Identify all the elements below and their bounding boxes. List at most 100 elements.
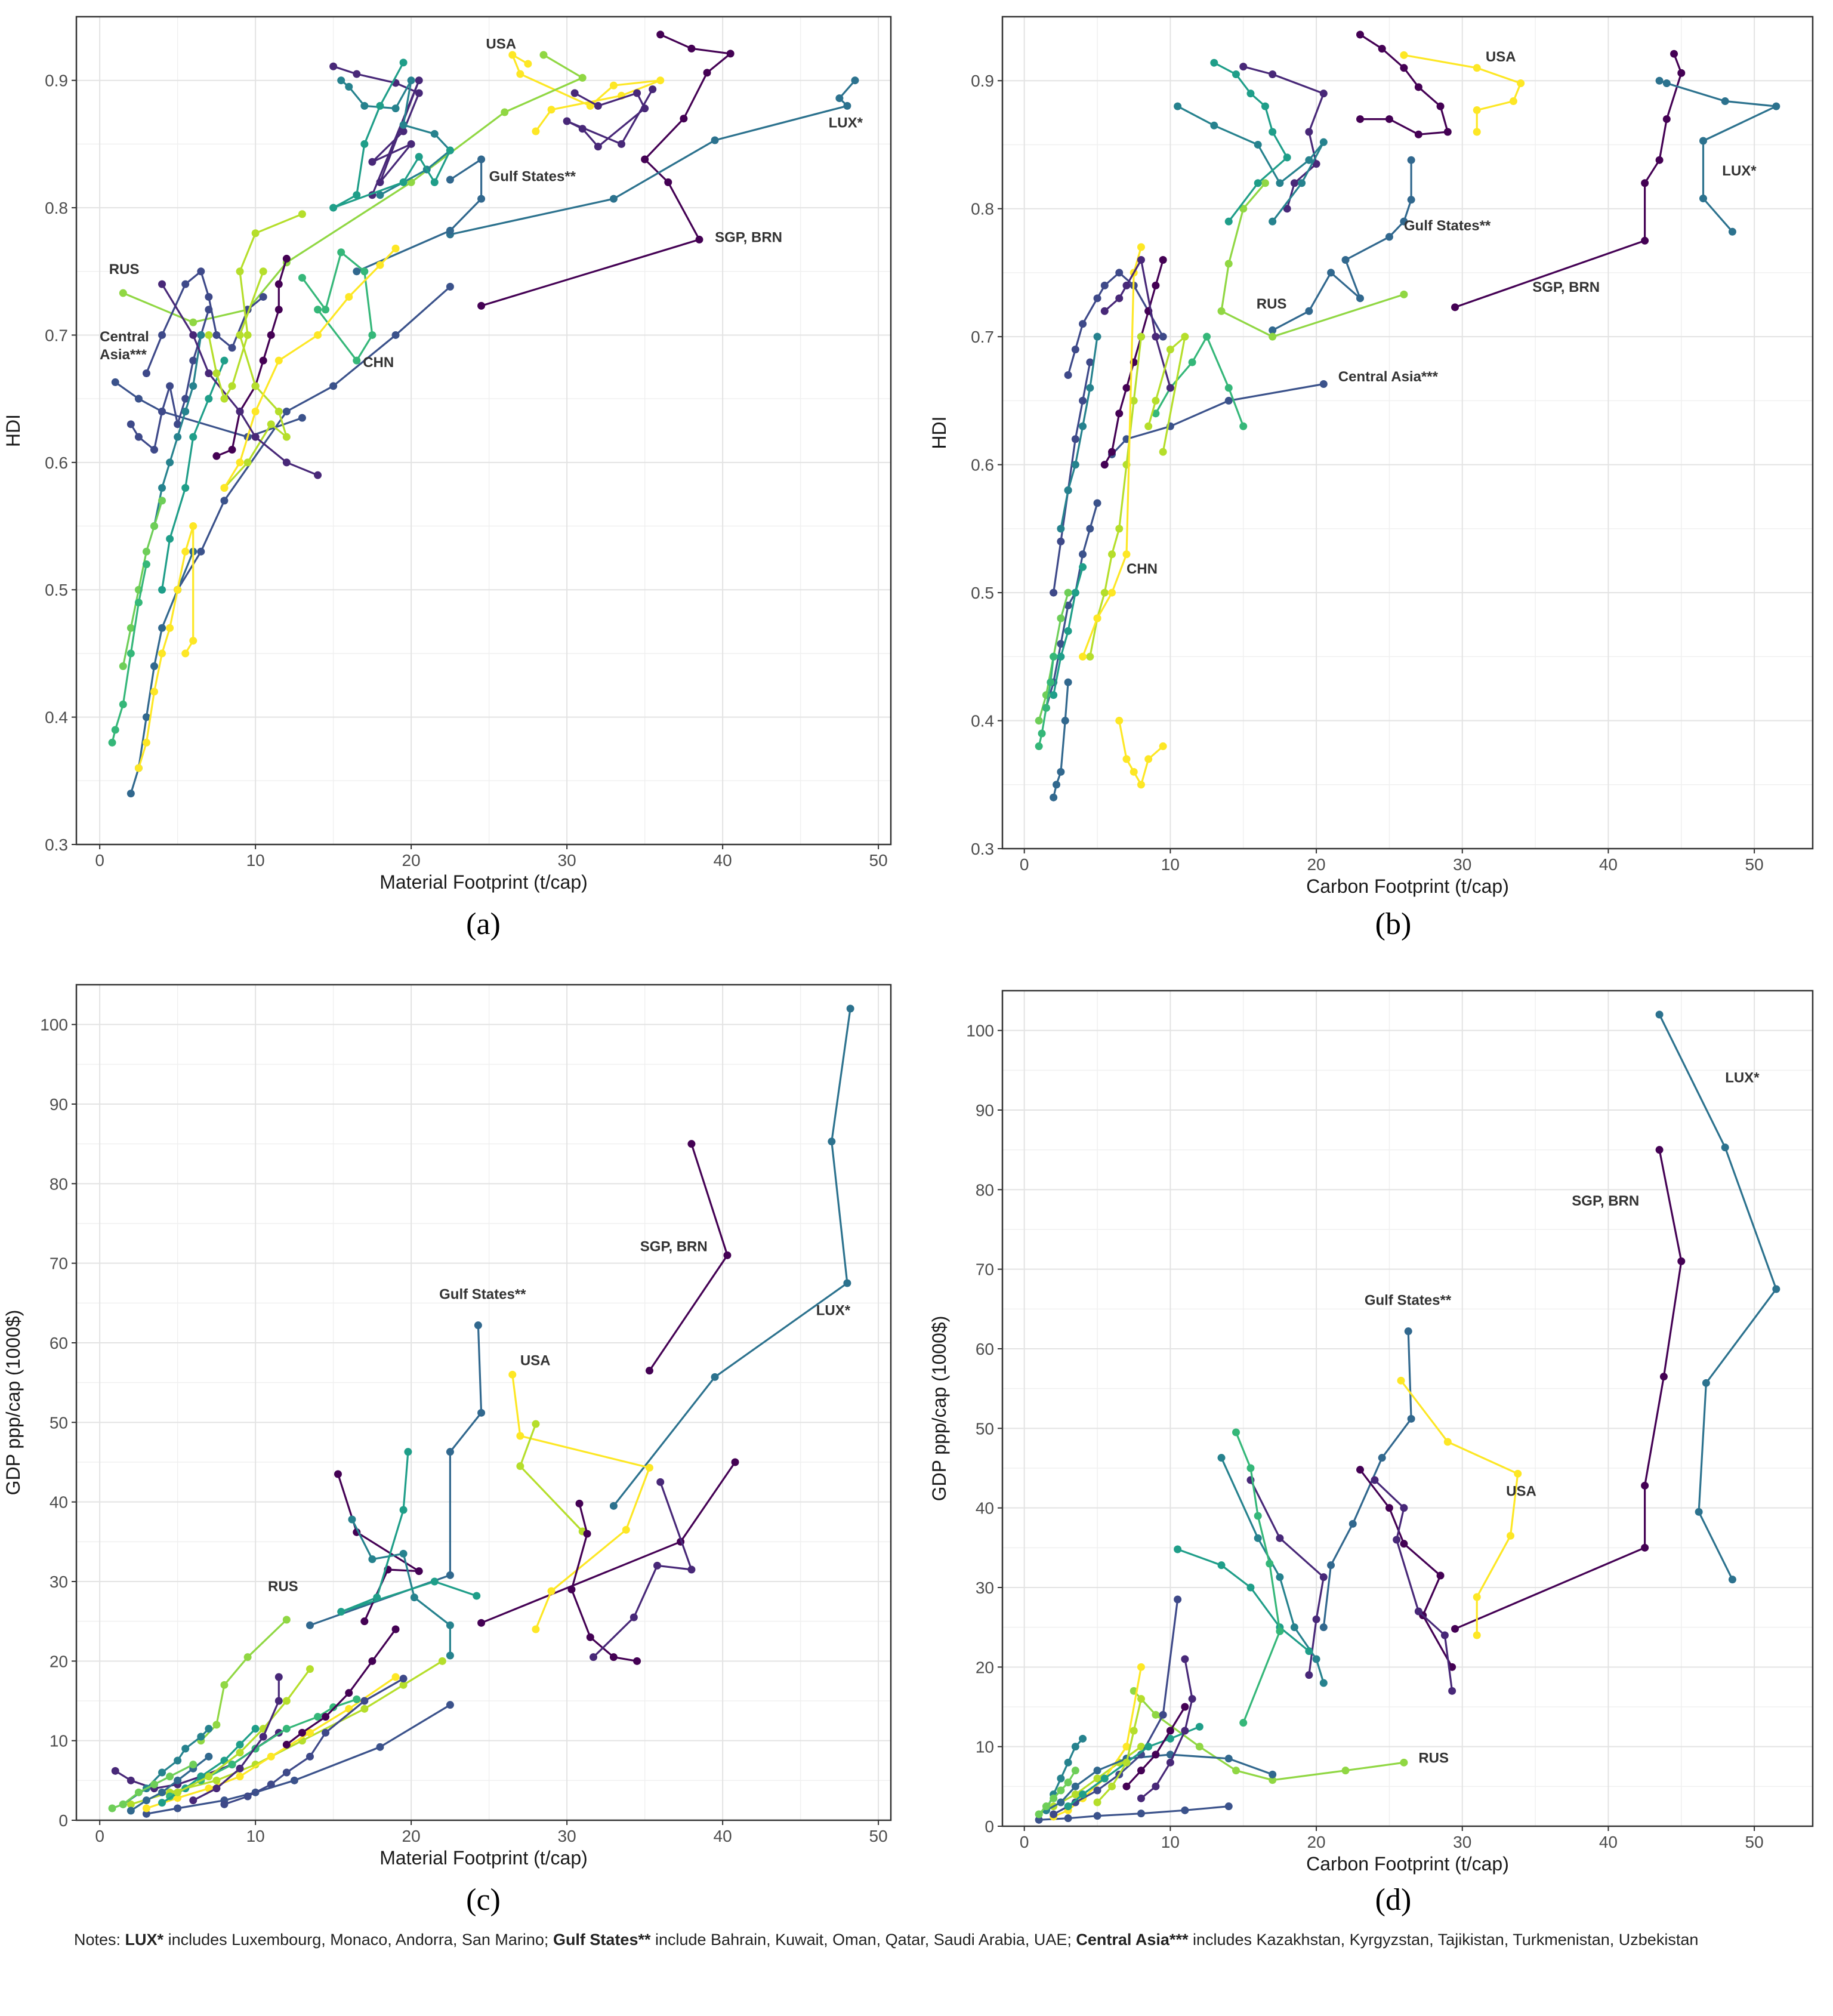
data-point [1232, 1767, 1240, 1775]
data-point [1079, 396, 1087, 405]
data-point [1509, 97, 1517, 106]
series-country-8 [220, 267, 291, 492]
series-line [223, 271, 288, 489]
data-point [158, 624, 166, 632]
data-point [1137, 1743, 1145, 1751]
data-point [1137, 1663, 1145, 1671]
data-point [1254, 1512, 1262, 1520]
data-point [189, 331, 198, 339]
data-point [391, 331, 400, 339]
series-gulf-states [1269, 156, 1415, 334]
data-point [111, 378, 119, 386]
data-point [1152, 1782, 1160, 1790]
data-point [477, 195, 486, 203]
data-point [243, 331, 252, 339]
data-point [1152, 1710, 1160, 1719]
data-point [399, 1506, 408, 1514]
data-point [1305, 156, 1313, 164]
data-point [399, 1681, 408, 1689]
series-country-2 [563, 85, 657, 151]
data-point [1641, 1543, 1649, 1552]
data-point [126, 624, 135, 632]
data-point [126, 790, 135, 798]
data-point [259, 292, 267, 301]
data-point [446, 226, 454, 235]
data-point [1319, 1573, 1328, 1582]
data-point [1093, 1774, 1101, 1783]
data-point [1400, 290, 1408, 298]
plot-background [1002, 17, 1813, 849]
data-point [1159, 742, 1167, 750]
data-point [586, 1633, 594, 1641]
data-point [1086, 358, 1094, 366]
data-point [1451, 303, 1459, 312]
annotation-label: Central Asia*** [1338, 369, 1439, 385]
data-point [1728, 1576, 1736, 1584]
y-tick-label: 10 [50, 1732, 68, 1750]
data-point [1079, 1790, 1087, 1799]
series-country-6 [142, 267, 267, 377]
series-gulf-states [353, 155, 486, 276]
data-point [1699, 195, 1707, 203]
data-point [205, 394, 213, 403]
data-point [1050, 1794, 1058, 1802]
series-line [1220, 182, 1405, 338]
y-tick-label: 50 [50, 1413, 68, 1432]
data-point [290, 1776, 298, 1784]
series-country-7 [1100, 255, 1167, 469]
panel-letter: (d) [1375, 1883, 1412, 1917]
data-point [1217, 1454, 1226, 1462]
data-point [1312, 160, 1320, 168]
data-point [1507, 1531, 1515, 1540]
data-point [251, 1725, 260, 1733]
data-point [1327, 269, 1335, 277]
series-line [1322, 1331, 1412, 1627]
data-point [1514, 1469, 1522, 1478]
series-sgp-brn [645, 1140, 732, 1375]
data-point [158, 280, 166, 288]
data-point [633, 1657, 641, 1665]
data-point [731, 1458, 739, 1466]
series-country-9 [142, 1673, 400, 1812]
data-point [641, 155, 649, 164]
series-sgp-brn [1451, 1146, 1686, 1633]
series-country-9 [1115, 717, 1167, 789]
data-point [150, 688, 158, 696]
data-point [1108, 588, 1116, 597]
series-country-2 [1371, 1476, 1456, 1695]
data-point [267, 1752, 275, 1761]
data-point [1064, 486, 1072, 495]
data-point [1641, 1481, 1649, 1490]
data-point [174, 1776, 182, 1784]
data-point [220, 1800, 229, 1808]
data-point [228, 446, 236, 454]
data-point [1290, 179, 1298, 187]
data-point [1356, 30, 1364, 39]
series-line [1060, 336, 1098, 529]
data-point [251, 382, 260, 390]
data-point [1298, 179, 1306, 187]
data-point [158, 331, 166, 339]
data-point [594, 101, 602, 110]
data-point [1473, 1631, 1481, 1639]
series-line [146, 1676, 396, 1810]
data-point [1047, 678, 1055, 686]
data-point [446, 1701, 454, 1709]
annotation-label: SGP, BRN [1532, 279, 1600, 295]
y-axis-title: HDI [928, 416, 950, 449]
data-point [282, 1725, 291, 1733]
data-point [142, 738, 150, 747]
data-point [126, 1807, 135, 1815]
data-point [1086, 525, 1094, 533]
data-point [274, 280, 283, 288]
data-point [267, 1780, 275, 1789]
data-point [1400, 1504, 1408, 1512]
data-point [220, 394, 229, 403]
annotation-label: USA [1486, 49, 1516, 65]
data-point [282, 254, 291, 263]
data-point [1400, 1758, 1408, 1767]
data-point [142, 1804, 150, 1812]
series-country-15 [1050, 678, 1072, 802]
y-axis-title: GDP ppp/cap (1000$) [928, 1316, 950, 1502]
series-country-4 [1217, 1454, 1328, 1687]
